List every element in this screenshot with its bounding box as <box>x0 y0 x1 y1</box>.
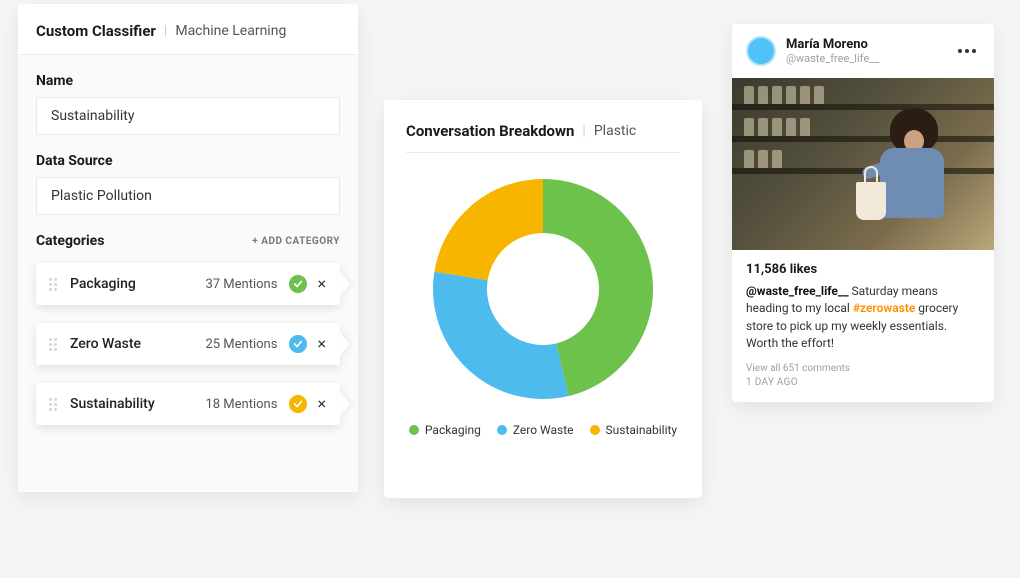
donut-slice[interactable] <box>434 179 543 280</box>
legend-item[interactable]: Zero Waste <box>497 423 574 437</box>
legend-label: Zero Waste <box>513 423 574 437</box>
category-row[interactable]: Sustainability18 Mentions × <box>36 383 340 425</box>
close-icon[interactable]: × <box>317 396 326 412</box>
category-row[interactable]: Zero Waste25 Mentions × <box>36 323 340 365</box>
classifier-card: Custom Classifier | Machine Learning Nam… <box>18 4 358 492</box>
check-icon[interactable] <box>289 275 307 293</box>
close-icon[interactable]: × <box>317 276 326 292</box>
caption-handle[interactable]: @waste_free_life__ <box>746 284 849 298</box>
breakdown-header: Conversation Breakdown | Plastic <box>406 122 680 140</box>
datasource-input[interactable]: Plastic Pollution <box>36 177 340 215</box>
datasource-label: Data Source <box>36 153 340 169</box>
name-input[interactable]: Sustainability <box>36 97 340 135</box>
donut-slice[interactable] <box>433 272 569 399</box>
drag-handle-icon[interactable] <box>46 337 60 351</box>
legend-label: Packaging <box>425 423 481 437</box>
category-mentions: 18 Mentions <box>205 397 277 412</box>
legend-item[interactable]: Packaging <box>409 423 481 437</box>
check-icon[interactable] <box>289 335 307 353</box>
post-timestamp: 1 DAY AGO <box>746 377 980 388</box>
chart-legend: Packaging Zero Waste Sustainability <box>406 423 680 437</box>
name-label: Name <box>36 73 340 89</box>
legend-dot-icon <box>409 425 419 435</box>
category-row[interactable]: Packaging37 Mentions × <box>36 263 340 305</box>
categories-label: Categories <box>36 233 104 249</box>
category-mentions: 25 Mentions <box>205 337 277 352</box>
breakdown-divider <box>406 152 680 153</box>
social-post-card: María Moreno @waste_free_life__ 11,586 l… <box>732 24 994 402</box>
author-handle[interactable]: @waste_free_life__ <box>786 52 879 65</box>
classifier-subtitle: Machine Learning <box>175 23 286 39</box>
category-name: Sustainability <box>70 396 205 412</box>
more-options-icon[interactable] <box>954 45 980 57</box>
category-name: Zero Waste <box>70 336 205 352</box>
category-mentions: 37 Mentions <box>205 277 277 292</box>
divider: | <box>582 123 585 139</box>
check-icon[interactable] <box>289 395 307 413</box>
breakdown-card: Conversation Breakdown | Plastic Packagi… <box>384 100 702 498</box>
post-image[interactable] <box>732 78 994 250</box>
view-comments-link[interactable]: View all 651 comments <box>746 363 980 374</box>
add-category-button[interactable]: + ADD CATEGORY <box>252 236 340 247</box>
post-body: 11,586 likes @waste_free_life__ Saturday… <box>732 250 994 398</box>
breakdown-title: Conversation Breakdown <box>406 122 574 140</box>
legend-label: Sustainability <box>606 423 678 437</box>
category-name: Packaging <box>70 276 205 292</box>
classifier-body: Name Sustainability Data Source Plastic … <box>18 55 358 491</box>
post-header: María Moreno @waste_free_life__ <box>732 24 994 78</box>
legend-item[interactable]: Sustainability <box>590 423 678 437</box>
author-block: María Moreno @waste_free_life__ <box>786 37 879 66</box>
author-name[interactable]: María Moreno <box>786 37 879 53</box>
caption-hashtag[interactable]: #zerowaste <box>853 301 916 315</box>
classifier-title: Custom Classifier <box>36 22 156 40</box>
donut-chart <box>406 169 680 409</box>
avatar[interactable] <box>746 36 776 66</box>
legend-dot-icon <box>497 425 507 435</box>
legend-dot-icon <box>590 425 600 435</box>
breakdown-filter: Plastic <box>594 123 636 139</box>
close-icon[interactable]: × <box>317 336 326 352</box>
drag-handle-icon[interactable] <box>46 397 60 411</box>
classifier-header: Custom Classifier | Machine Learning <box>18 4 358 55</box>
likes-count[interactable]: 11,586 likes <box>746 262 980 277</box>
divider: | <box>164 23 167 39</box>
categories-header: Categories + ADD CATEGORY <box>36 233 340 249</box>
drag-handle-icon[interactable] <box>46 277 60 291</box>
post-caption: @waste_free_life__ Saturday means headin… <box>746 283 980 353</box>
